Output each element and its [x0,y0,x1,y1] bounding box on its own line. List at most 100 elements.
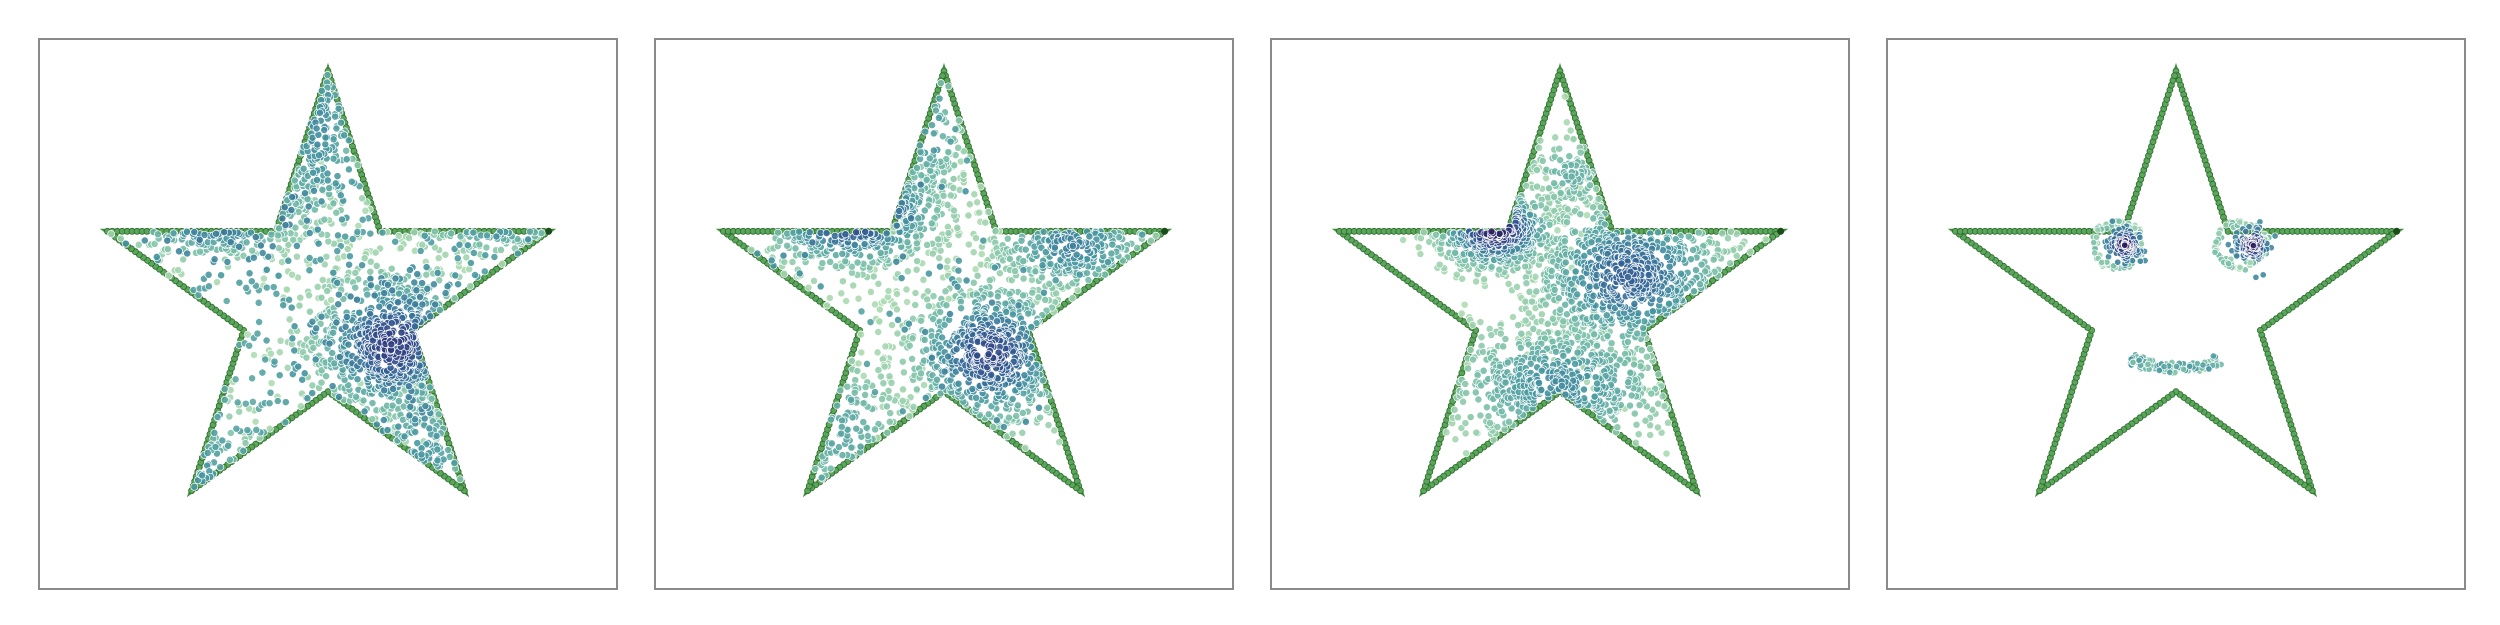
scatter-point [296,402,305,411]
scatter-point [959,170,968,179]
scatter-point [898,357,907,366]
scatter-point [251,233,260,242]
scatter-point [320,215,329,224]
scatter-point [226,429,235,437]
scatter-point [848,413,857,422]
scatter-point [455,240,464,249]
scatter-point [425,383,434,392]
scatter-point [163,245,172,254]
scatter-point [854,359,863,368]
scatter-point [274,271,283,280]
scatter-point [417,381,426,390]
scatter-point [423,284,432,293]
scatter-point [1004,413,1013,422]
scatter-point [451,271,460,280]
scatter-point [1024,309,1033,318]
scatter-point [1458,274,1467,283]
scatter-point [944,82,953,91]
scatter-point [121,239,130,248]
scatter-point [1664,418,1672,427]
scatter-point [248,397,257,406]
scatter-point [220,228,229,237]
scatter-point [153,230,162,239]
scatter-point [1548,337,1557,346]
scatter-point [483,231,491,240]
scatter-point [216,463,225,472]
scatter-panel-3 [1270,38,1850,590]
scatter-point [1018,428,1027,437]
scatter-point [954,379,963,388]
scatter-point [902,285,911,294]
scatter-point [281,221,290,230]
scatter-point [334,300,343,309]
scatter-point [353,295,362,304]
scatter-point [328,382,337,391]
scatter-point [387,264,396,273]
scatter-point [1533,166,1541,175]
scatter-point [195,235,204,244]
scatter-point [416,293,425,301]
scatter-point [313,282,322,291]
scatter-point [973,198,982,207]
scatter-point [1630,409,1639,418]
scatter-point [308,317,317,326]
scatter-point [1107,249,1116,258]
scatter-point [1570,314,1579,323]
scatter-point [780,258,789,266]
scatter-point [1533,182,1542,191]
scatter-point [1043,403,1052,412]
scatter-point [822,229,831,238]
scatter-point [911,301,920,309]
scatter-point [1635,401,1644,410]
scatter-point [1041,295,1050,304]
scatter-point [810,276,818,285]
scatter-point [305,307,314,316]
scatter-point [1044,421,1053,430]
scatter-point [923,240,932,249]
scatter-point [537,229,546,238]
scatter-point [952,345,961,354]
scatter-point [1466,413,1475,422]
scatter-point [975,208,984,217]
scatter-point [1052,289,1061,298]
scatter-point [1641,416,1650,425]
scatter-point [466,259,475,267]
scatter-point [324,237,333,246]
scatter-point [253,329,262,338]
scatter-point [1045,279,1054,288]
scatter-point [1531,272,1540,281]
scatter-point [1513,282,1521,291]
scatter-point [426,312,435,321]
scatter-point [903,298,912,306]
scatter-point [904,319,913,328]
scatter-point [332,208,341,217]
scatter-point [879,379,888,388]
star-scatter-plot-1 [99,62,557,498]
scatter-point [317,378,326,387]
scatter-point [313,225,322,234]
scatter-point [938,132,947,141]
scatter-point [1435,260,1444,269]
scatter-point [283,363,292,372]
scatter-point [924,302,933,311]
scatter-point [833,401,842,410]
scatter-point [254,298,263,307]
scatter-point [348,235,357,243]
scatter-point [1637,346,1646,355]
scatter-point [912,232,920,241]
scatter-point [882,402,891,411]
scatter-point [1603,332,1612,340]
scatter-point [432,431,441,440]
scatter-point [1012,412,1021,420]
scatter-point [1459,397,1468,406]
scatter-point [358,261,367,270]
scatter-point [344,381,353,390]
scatter-point [410,228,419,237]
scatter-point [225,412,234,421]
scatter-point [267,379,276,388]
scatter-point [988,298,996,307]
scatter-point [466,282,475,291]
scatter-point [826,464,835,473]
scatter-point [1027,323,1036,332]
scatter-point [410,278,419,287]
